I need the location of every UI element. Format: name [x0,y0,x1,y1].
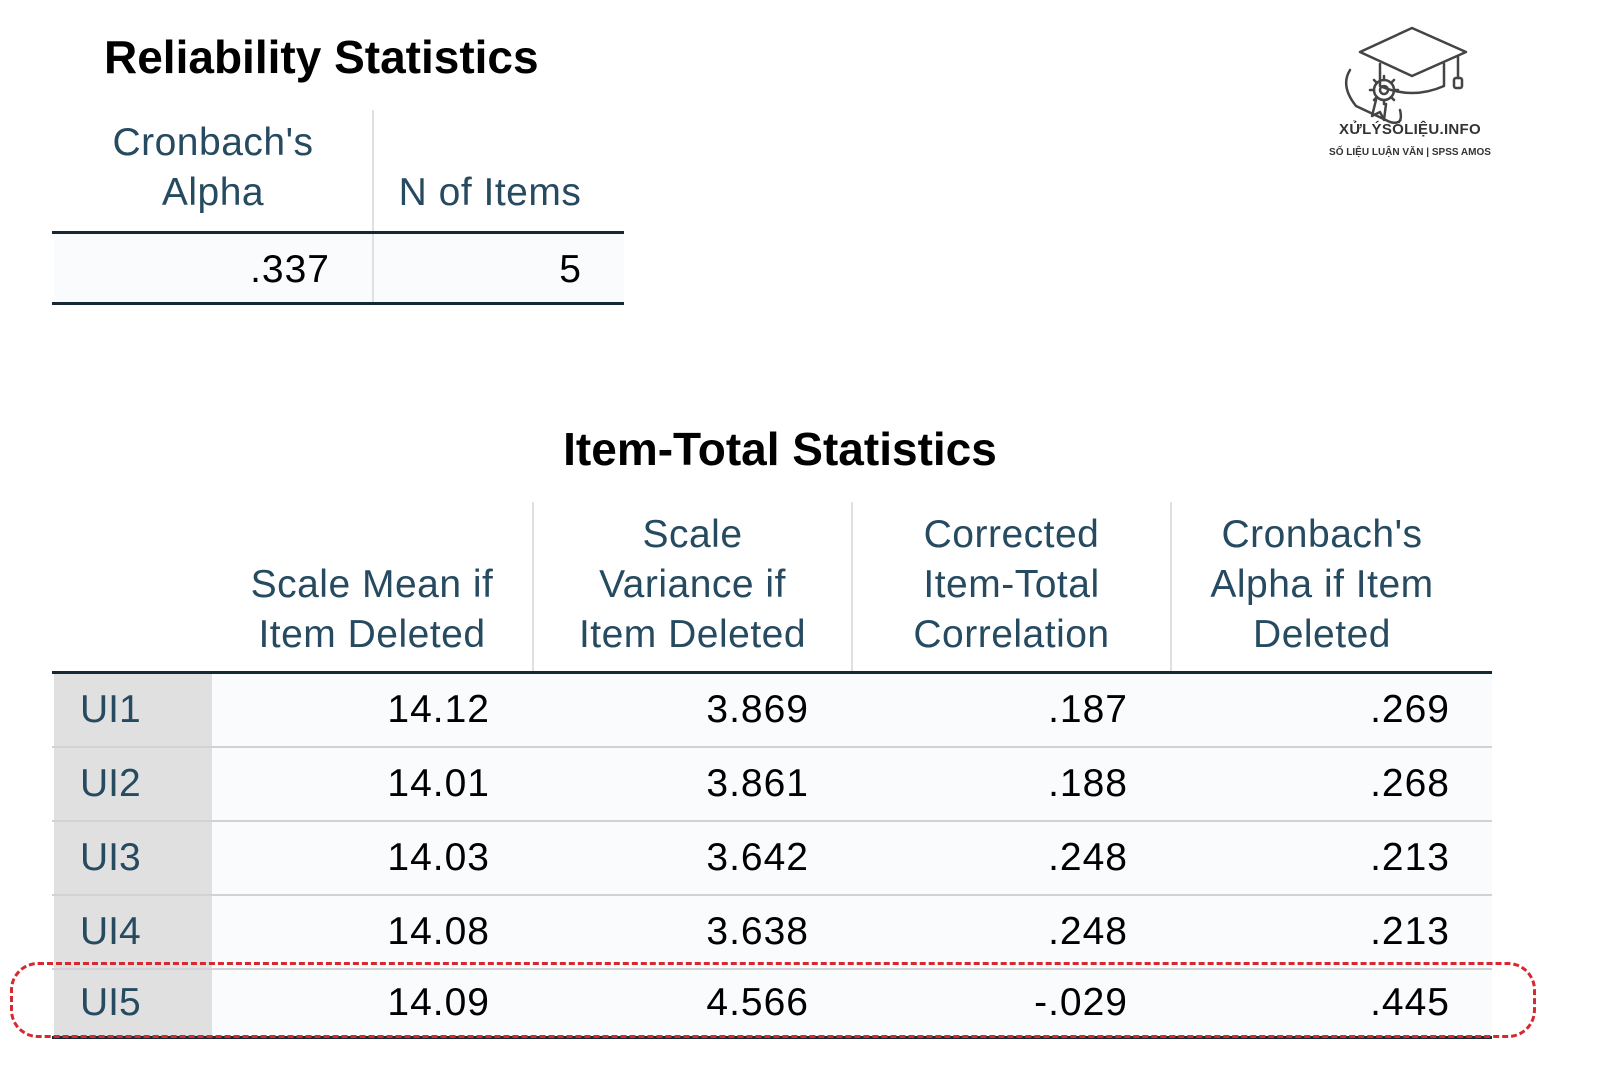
row-label: UI4 [54,896,212,968]
reliability-header-rule [52,231,624,234]
row-divider [52,894,1492,896]
correlation-value: .248 [1048,910,1128,953]
row-label: UI3 [54,822,212,894]
reliability-items-value: 5 [559,248,582,291]
scale-mean-value: 14.03 [387,836,490,879]
dashed-highlight-ui5 [10,962,1536,1038]
logo-tagline: SỐ LIỆU LUẬN VĂN | SPSS AMOS [1329,147,1491,158]
scale-variance-value: 3.861 [706,762,809,805]
scale-mean-value: 14.01 [387,762,490,805]
row-label: UI2 [54,748,212,820]
correlation-value: .248 [1048,836,1128,879]
alpha-if-deleted-value: .445 [1370,981,1450,1024]
reliability-header-alpha: Cronbach's Alpha [112,121,314,214]
scale-variance-value: 4.566 [706,981,809,1024]
alpha-if-deleted-value: .268 [1370,762,1450,805]
scale-variance-value: 3.638 [706,910,809,953]
item-total-title: Item-Total Statistics [563,423,997,475]
alpha-if-deleted-value: .213 [1370,836,1450,879]
row-label: UI5 [54,970,212,1036]
scale-variance-value: 3.642 [706,836,809,879]
alpha-if-deleted-value: .213 [1370,910,1450,953]
reliability-bottom-rule [52,302,624,305]
reliability-row-bg [54,234,624,304]
item-total-header-rule [52,671,1492,674]
correlation-value: -.029 [1034,981,1128,1024]
alpha-if-deleted-value: .269 [1370,688,1450,731]
graduation-cap-gear-icon [1344,26,1468,124]
scale-mean-value: 14.08 [387,910,490,953]
row-divider [52,820,1492,822]
scale-variance-value: 3.869 [706,688,809,731]
correlation-value: .188 [1048,762,1128,805]
scale-mean-value: 14.09 [387,981,490,1024]
row-label: UI1 [54,674,212,746]
scale-mean-value: 14.12 [387,688,490,731]
header-corrected-correlation: Corrected Item-Total Correlation [913,513,1110,656]
correlation-value: .187 [1048,688,1128,731]
row-divider [52,746,1492,748]
reliability-alpha-value: .337 [250,248,330,291]
row-divider [52,968,1492,970]
header-alpha-if-deleted: Cronbach's Alpha if Item Deleted [1210,513,1434,656]
reliability-title: Reliability Statistics [104,31,539,83]
logo-name: XỬLÝSỐLIỆU.INFO [1339,121,1481,138]
reliability-header-items: N of Items [398,171,582,214]
reliability-col-divider [372,110,374,304]
header-scale-variance: Scale Variance if Item Deleted [578,513,807,656]
header-scale-mean: Scale Mean if Item Deleted [250,563,494,656]
